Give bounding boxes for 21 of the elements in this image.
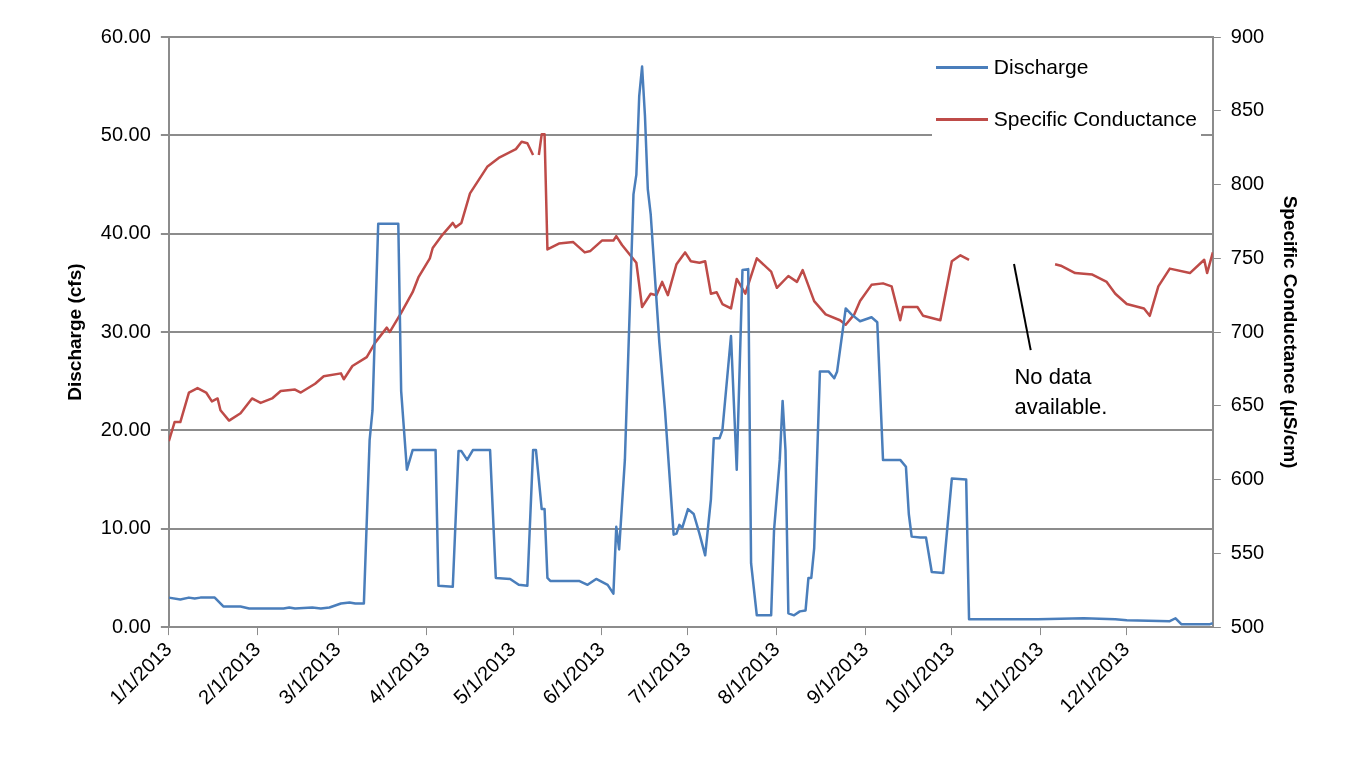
y-tick-label: 60.00: [100, 24, 151, 47]
y2-tick-label: 750: [1230, 245, 1265, 268]
y2-tick-label: 850: [1230, 98, 1265, 121]
y2-tick-label: 500: [1230, 614, 1265, 637]
y2-tick-label: 600: [1230, 467, 1265, 490]
y2-tick-label: 650: [1230, 393, 1265, 416]
legend-label: Discharge: [993, 55, 1089, 79]
y2-axis-title: Specific Conductance (µS/cm): [1280, 195, 1302, 469]
y-tick-label: 0.00: [111, 614, 151, 637]
y2-tick-label: 900: [1230, 24, 1265, 47]
y-tick-label: 20.00: [100, 417, 151, 440]
y2-tick-label: 550: [1230, 540, 1265, 563]
y2-tick-label: 800: [1230, 172, 1265, 195]
legend-label: Specific Conductance: [993, 107, 1197, 131]
y2-tick-label: 700: [1230, 319, 1265, 342]
y-tick-label: 10.00: [100, 516, 151, 539]
y-axis-title: Discharge (cfs): [63, 263, 85, 401]
y-tick-label: 40.00: [100, 221, 151, 244]
y-tick-label: 30.00: [100, 319, 151, 342]
y-tick-label: 50.00: [100, 122, 151, 145]
annotation: No data available.: [1014, 362, 1109, 421]
